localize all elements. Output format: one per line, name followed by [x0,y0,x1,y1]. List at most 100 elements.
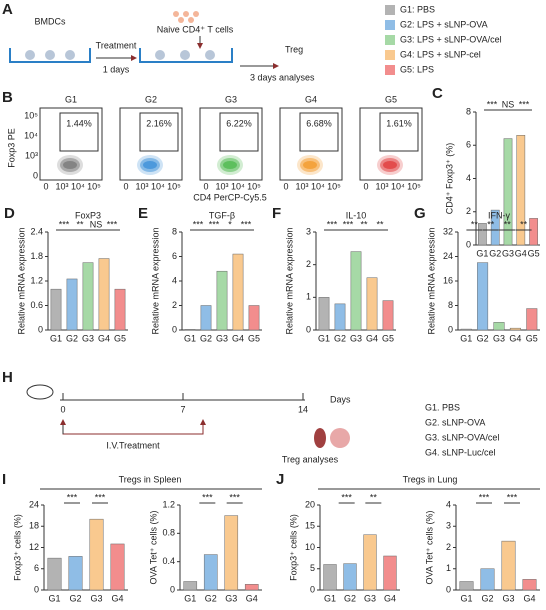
plot-frame [359,107,423,181]
y-tick-label: 3 [446,521,451,531]
x-tick-label: 10³ [215,181,228,191]
y-tick-label: 6 [172,251,177,261]
legend-label: G5: LPS [400,64,434,74]
bar [50,288,62,331]
gate-label: 6.22% [226,118,252,128]
x-tick-label: G4 [509,333,521,343]
bar [82,262,94,331]
legend-swatch [385,50,395,60]
sig-label: ** [376,219,384,229]
y-axis-label: Relative mRNA expression [150,227,160,334]
y-tick-label: 2 [172,300,177,310]
y-axis-label: Foxp3⁺ cells (%) [288,514,298,581]
sig-label: *** [67,492,78,502]
axis-label: CD4 PerCP-Cy5.5 [193,192,267,202]
legend-label: G1. PBS [425,402,460,412]
sig-label: ** [520,219,528,229]
y-tick-label: 0 [33,170,38,180]
sig-label: *** [327,219,338,229]
legend-label: G4. sLNP-Luc/cel [425,447,496,457]
x-tick-label: G1 [460,333,472,343]
day-label: 7 [180,404,185,414]
y-tick-label: 6 [466,140,471,150]
x-tick-label: G3 [364,593,376,603]
y-tick-label: 1.8 [30,251,43,261]
bar [478,223,487,246]
plot-title: G2 [145,94,157,104]
sig-label: ** [487,219,495,229]
y-tick-label: 2 [446,542,451,552]
x-tick-label: G2 [489,248,501,258]
x-tick-label: G1 [476,248,488,258]
y-tick-label: 8 [172,226,177,236]
x-tick-label: 10³ [135,181,148,191]
panel-label: H [2,369,13,386]
x-tick-label: 0 [203,181,208,191]
legend-label: G2: LPS + sLNP-OVA [400,19,488,29]
axis [455,505,540,591]
bar [459,581,474,591]
gate-label: 1.61% [386,118,412,128]
sig-label: * [228,219,232,229]
y-axis-label: Foxp3⁺ cells (%) [12,514,22,581]
x-tick-label: 0 [43,181,48,191]
x-tick-label: 10⁴ [71,181,85,191]
y-tick-label: 2 [466,206,471,216]
bar [490,209,500,246]
x-tick-label: 10⁵ [247,181,261,191]
bar [216,270,228,331]
population [303,161,317,169]
population [223,161,237,169]
bar [248,305,260,331]
y-tick-label: 0.4 [162,556,175,566]
legend-label: G1: PBS [400,4,435,14]
gate [59,112,99,152]
bar [203,554,218,591]
panel-label: E [138,205,148,222]
population [143,161,157,169]
legend-swatch [385,20,395,30]
x-tick-label: 10³ [55,181,68,191]
y-tick-label: 4 [172,275,177,285]
y-tick-label: 6 [34,563,39,573]
plot-frame [279,107,343,181]
bar [383,555,397,591]
y-tick-label: 5 [310,563,315,573]
bar [323,564,337,591]
y-tick-label: 12 [29,542,39,552]
y-axis-label: Relative mRNA expression [16,227,26,334]
bar [47,557,62,591]
y-tick-label: 32 [443,226,453,236]
legend-label: G3: LPS + sLNP-OVA/cel [400,34,502,44]
x-tick-label: G5 [528,248,540,258]
y-axis-label: OVA Tet⁺ cells (%) [148,511,158,585]
sig-label: *** [479,492,490,502]
dish [9,48,91,63]
x-tick-label: G3 [502,593,514,603]
panel-label: I [2,471,6,488]
plot-title: G5 [385,94,397,104]
text: Days [330,394,351,404]
x-tick-label: 10⁴ [231,181,245,191]
x-tick-label: 10⁵ [167,181,181,191]
chart-title: FoxP3 [75,210,101,220]
panel-label: B [2,89,13,106]
x-tick-label: 0 [283,181,288,191]
legend-swatch [385,5,395,15]
legend-swatch [385,65,395,75]
y-tick-label: 8 [448,300,453,310]
x-tick-label: G2 [477,333,489,343]
bar [477,262,489,331]
y-tick-label: 0.8 [162,528,175,538]
text: Treg [285,44,303,54]
sig-label: *** [202,492,213,502]
y-tick-label: 1.2 [30,275,43,285]
x-tick-label: G2 [69,593,81,603]
y-tick-label: 4 [466,173,471,183]
bar [363,534,377,591]
bar [493,322,505,331]
gate [379,112,419,152]
bar [526,308,538,331]
bar [114,288,126,331]
